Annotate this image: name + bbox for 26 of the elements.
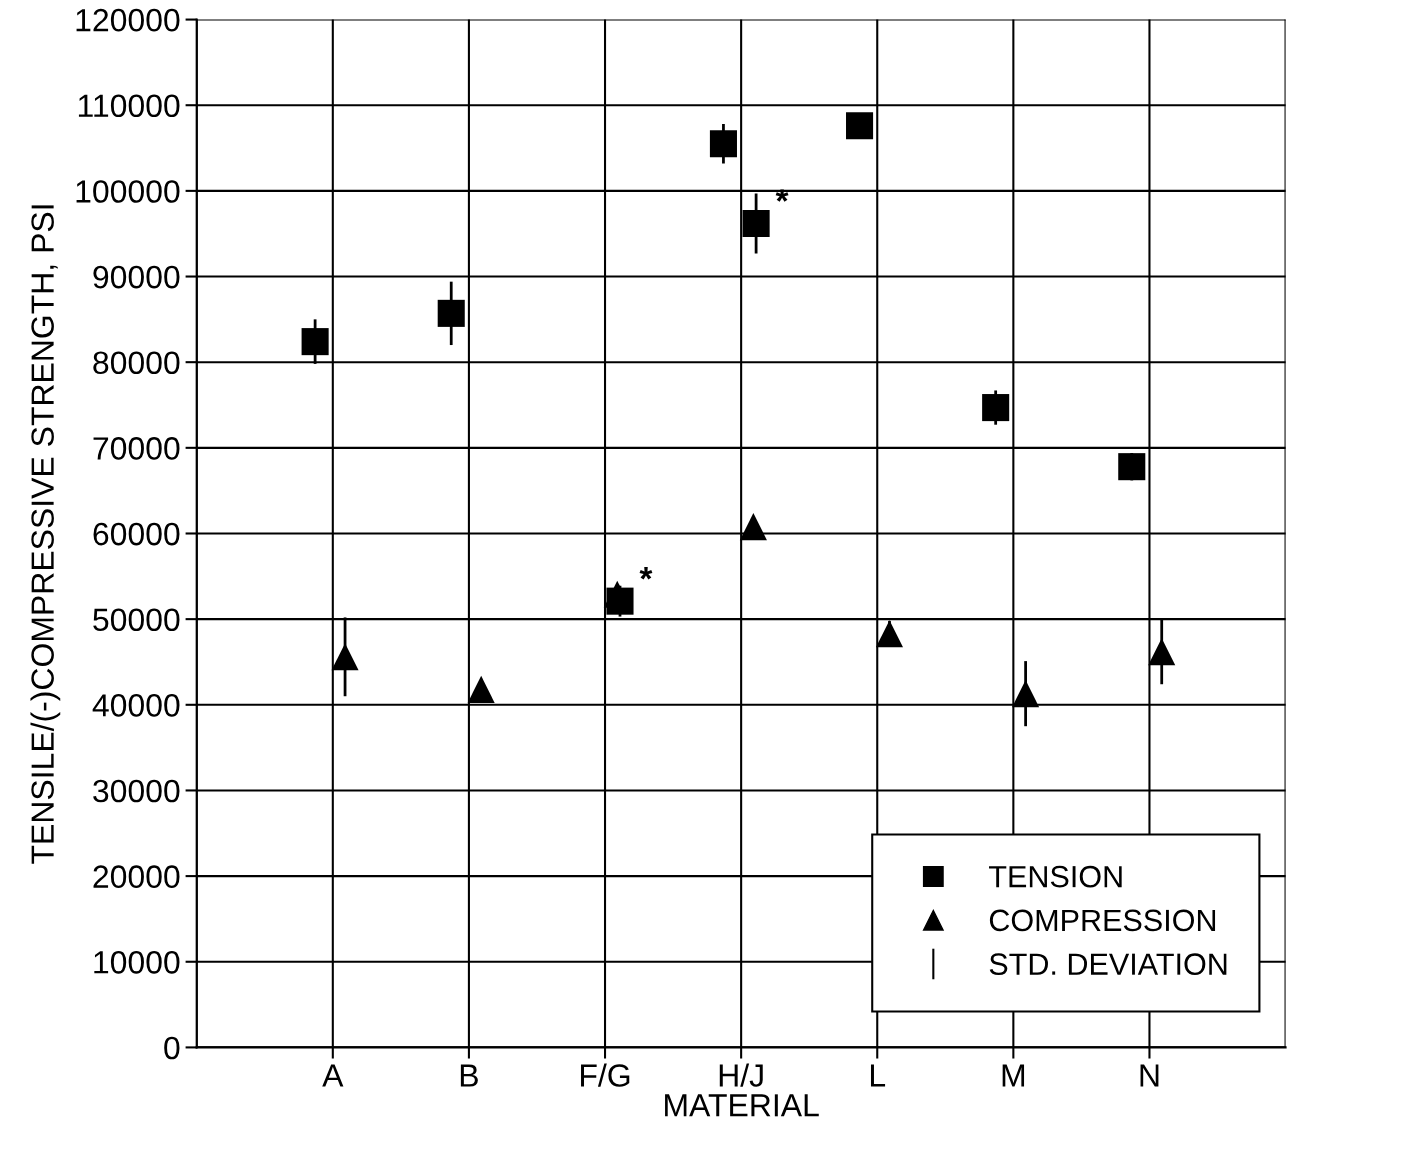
y-tick-label: 90000 — [93, 265, 180, 289]
y-tick-label: 110000 — [78, 94, 180, 118]
x-tick-label: A — [322, 1064, 344, 1087]
y-tick-label: 80000 — [93, 351, 180, 375]
y-tick-label: 60000 — [93, 522, 180, 546]
y-tick-label: 0 — [164, 1036, 180, 1060]
y-tick-label: 50000 — [93, 608, 180, 632]
y-axis-title: TENSILE/(-)COMPRESSIVE STRENGTH, PSI — [30, 205, 61, 864]
y-tick-label: 20000 — [93, 865, 180, 888]
legend-label: TENSION — [989, 865, 1122, 888]
x-tick-label: N — [1140, 1064, 1159, 1087]
x-tick-label: F/G — [581, 1063, 630, 1087]
y-tick-label: 70000 — [93, 437, 180, 460]
y-tick-label: 40000 — [92, 694, 180, 717]
annotation: * — [639, 567, 653, 580]
x-tick-label: B — [460, 1064, 478, 1087]
x-tick-label: M — [1002, 1064, 1025, 1087]
y-tick-label: 10000 — [94, 951, 180, 974]
x-tick-label: L — [870, 1064, 886, 1087]
legend-label: COMPRESSION — [989, 909, 1216, 932]
y-tick-label: 100000 — [76, 180, 180, 203]
y-tick-label: 120000 — [76, 8, 180, 32]
legend-label: STD. DEVIATION — [989, 953, 1227, 975]
y-tick-label: 30000 — [93, 779, 180, 803]
x-axis-title: MATERIAL — [665, 1094, 819, 1117]
x-tick-label: H/J — [719, 1063, 763, 1087]
